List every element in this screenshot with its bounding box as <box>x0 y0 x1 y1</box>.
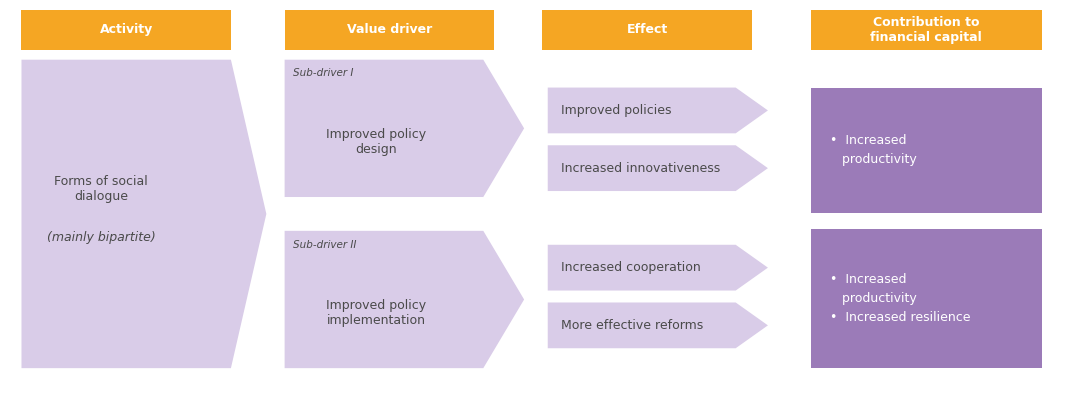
Bar <box>811 88 1042 213</box>
Polygon shape <box>548 302 768 348</box>
Bar <box>285 10 494 50</box>
Bar <box>811 10 1042 50</box>
Text: •  Increased resilience: • Increased resilience <box>830 311 971 324</box>
Polygon shape <box>285 60 524 197</box>
Text: Sub-driver II: Sub-driver II <box>293 240 357 250</box>
Text: Forms of social
dialogue: Forms of social dialogue <box>54 175 148 203</box>
Polygon shape <box>548 145 768 191</box>
Text: productivity: productivity <box>830 292 917 305</box>
Text: productivity: productivity <box>830 153 917 166</box>
Text: Increased innovativeness: Increased innovativeness <box>561 162 720 175</box>
Text: •  Increased: • Increased <box>830 273 906 286</box>
Polygon shape <box>548 245 768 291</box>
Text: Value driver: Value driver <box>347 23 432 36</box>
Text: Activity: Activity <box>100 23 153 36</box>
Text: Improved policy
implementation: Improved policy implementation <box>325 299 426 327</box>
Text: •  Increased: • Increased <box>830 134 906 147</box>
Polygon shape <box>21 60 266 368</box>
Text: Improved policy
design: Improved policy design <box>325 128 426 156</box>
Text: Improved policies: Improved policies <box>561 104 671 117</box>
Bar <box>21 10 231 50</box>
Text: Contribution to
financial capital: Contribution to financial capital <box>870 16 983 44</box>
Text: Effect: Effect <box>626 23 668 36</box>
Bar <box>542 10 752 50</box>
Polygon shape <box>285 231 524 368</box>
Polygon shape <box>548 88 768 133</box>
Text: More effective reforms: More effective reforms <box>561 319 702 332</box>
Text: (mainly bipartite): (mainly bipartite) <box>46 231 156 244</box>
Text: Increased cooperation: Increased cooperation <box>561 261 700 274</box>
Bar <box>811 229 1042 368</box>
Text: Sub-driver I: Sub-driver I <box>293 68 353 78</box>
